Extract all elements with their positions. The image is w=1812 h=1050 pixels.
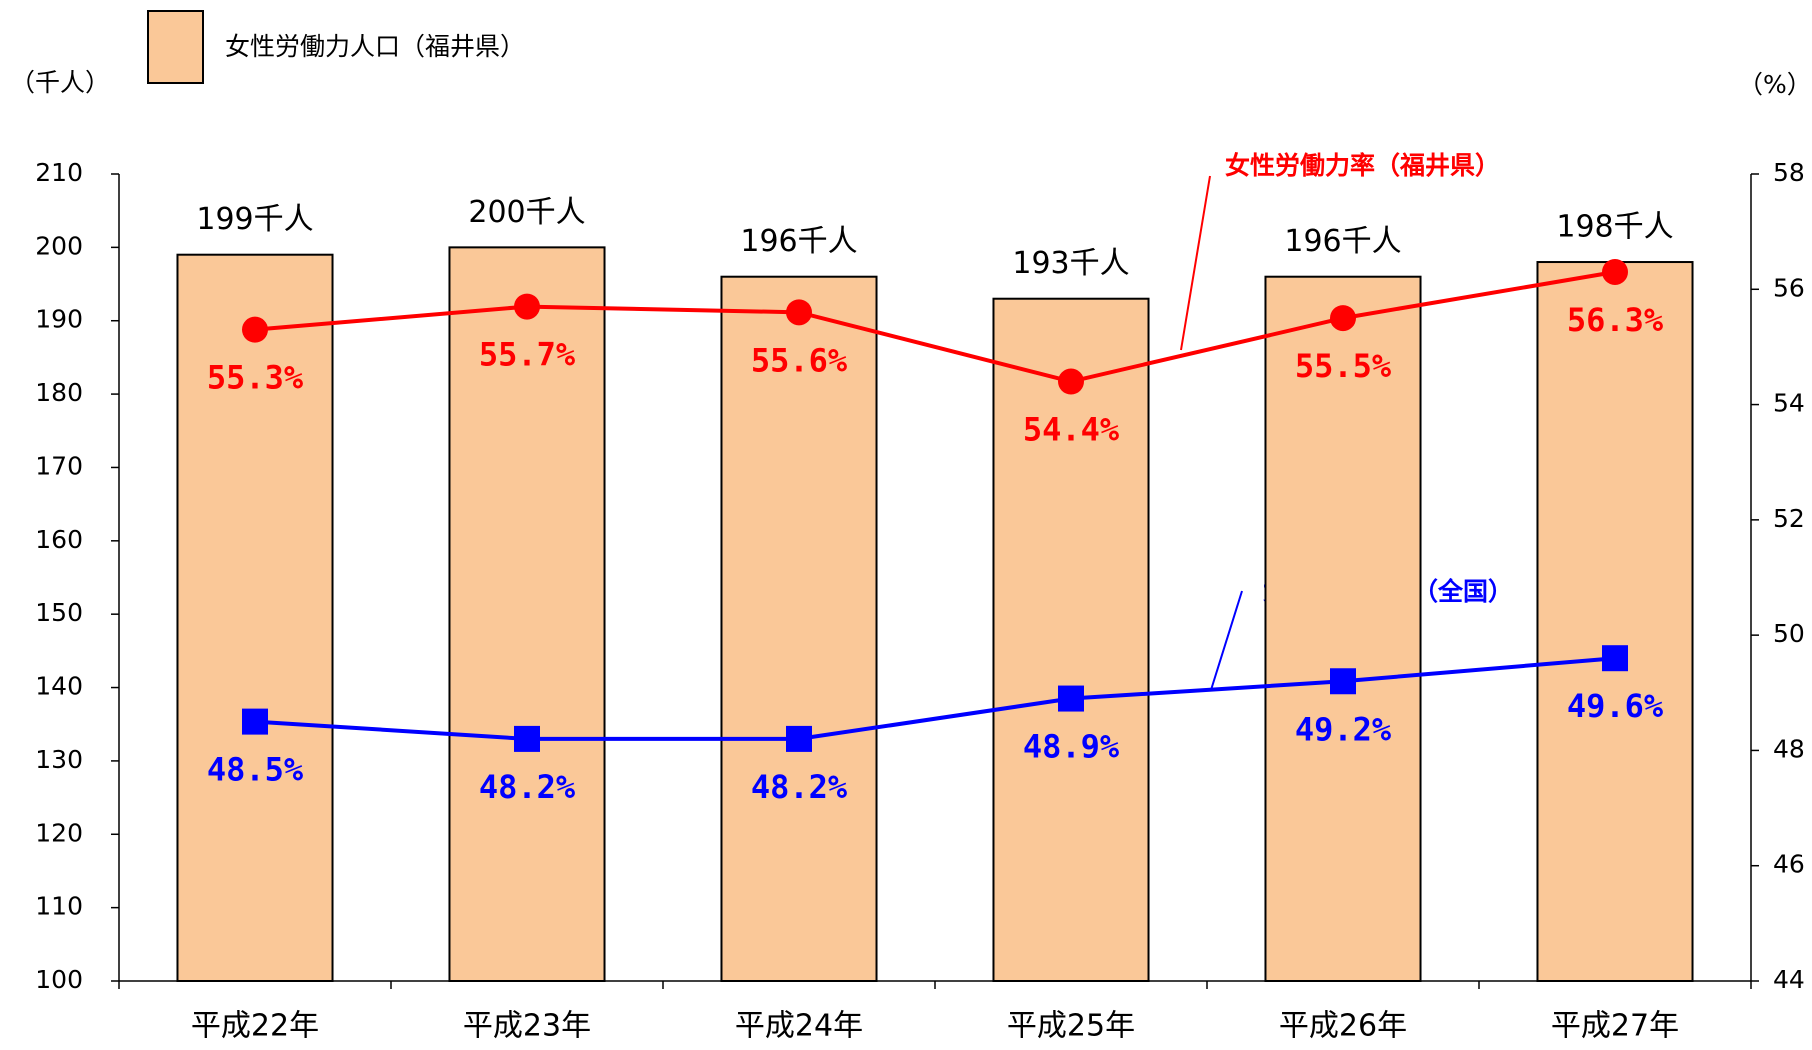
value-label: 48.9% <box>1023 728 1120 766</box>
value-label: 49.6% <box>1567 687 1664 725</box>
y-tick-label: 110 <box>35 892 83 921</box>
marker <box>786 299 812 326</box>
bar-label: 199千人 <box>196 202 313 237</box>
value-label: 54.4% <box>1023 411 1120 449</box>
y-tick-label: 190 <box>35 305 83 334</box>
value-label: 56.3% <box>1567 301 1664 339</box>
y-tick-label: 170 <box>35 451 83 480</box>
bar-label: 196千人 <box>740 224 857 259</box>
bar <box>992 297 1150 982</box>
x-tick-label: 平成26年 <box>1279 1009 1407 1044</box>
value-label: 48.5% <box>207 751 304 789</box>
callout-line <box>1210 590 1243 691</box>
y-tick-label: 150 <box>35 598 83 627</box>
marker <box>1602 258 1628 285</box>
y-tick-label: 130 <box>35 745 83 774</box>
value-label: 49.2% <box>1295 710 1392 748</box>
value-label: 55.7% <box>479 336 576 374</box>
x-tick-label: 平成25年 <box>1007 1009 1135 1044</box>
value-label: 48.2% <box>479 768 576 806</box>
bar-label: 198千人 <box>1556 210 1673 245</box>
x-tick-label: 平成22年 <box>191 1009 319 1044</box>
bar <box>448 246 606 982</box>
y-tick-label: 160 <box>35 525 83 554</box>
callout: 女性労働力率（福井県） <box>1225 151 1500 180</box>
value-label: 55.5% <box>1295 347 1392 385</box>
x-tick-label: 平成23年 <box>463 1009 591 1044</box>
y2-tick-label: 58 <box>1773 158 1805 187</box>
marker <box>1058 368 1084 395</box>
marker <box>242 316 268 343</box>
marker <box>514 725 540 752</box>
line <box>254 270 1616 384</box>
y2-tick-label: 54 <box>1773 389 1805 418</box>
y2-tick-label: 50 <box>1773 619 1805 648</box>
x-tick-label: 平成27年 <box>1551 1009 1679 1044</box>
y-tick-label: 120 <box>35 818 83 847</box>
bar <box>1264 275 1422 982</box>
marker <box>242 708 268 735</box>
y-tick-label: 140 <box>35 672 83 701</box>
y-tick-label: 210 <box>35 158 83 187</box>
bar <box>720 275 878 982</box>
marker <box>1330 668 1356 695</box>
legend-swatch <box>147 10 204 84</box>
marker <box>1058 685 1084 712</box>
bar <box>1536 261 1694 982</box>
value-label: 55.3% <box>207 359 304 397</box>
x-tick-label: 平成24年 <box>735 1009 863 1044</box>
y-tick-label: 200 <box>35 231 83 260</box>
marker <box>786 725 812 752</box>
y-tick-label: 180 <box>35 378 83 407</box>
y2-tick-label: 48 <box>1773 734 1805 763</box>
bar <box>176 253 334 982</box>
bar-label: 193千人 <box>1012 246 1129 281</box>
line <box>254 656 1616 741</box>
bar-label: 196千人 <box>1284 224 1401 259</box>
y2-tick-label: 46 <box>1773 850 1805 879</box>
y2-tick-label: 44 <box>1773 965 1805 994</box>
y2-axis-label: （%） <box>1738 70 1812 99</box>
callout-line <box>1180 175 1211 351</box>
bar-label: 200千人 <box>468 195 585 230</box>
y-tick-label: 100 <box>35 965 83 994</box>
y2-tick-label: 52 <box>1773 504 1805 533</box>
marker <box>1330 305 1356 332</box>
value-label: 48.2% <box>751 768 848 806</box>
legend-label: 女性労働力人口（福井県） <box>225 32 525 61</box>
y2-tick-label: 56 <box>1773 273 1805 302</box>
y-axis-label: （千人） <box>10 68 110 97</box>
marker <box>514 293 540 320</box>
value-label: 55.6% <box>751 341 848 379</box>
marker <box>1602 645 1628 672</box>
